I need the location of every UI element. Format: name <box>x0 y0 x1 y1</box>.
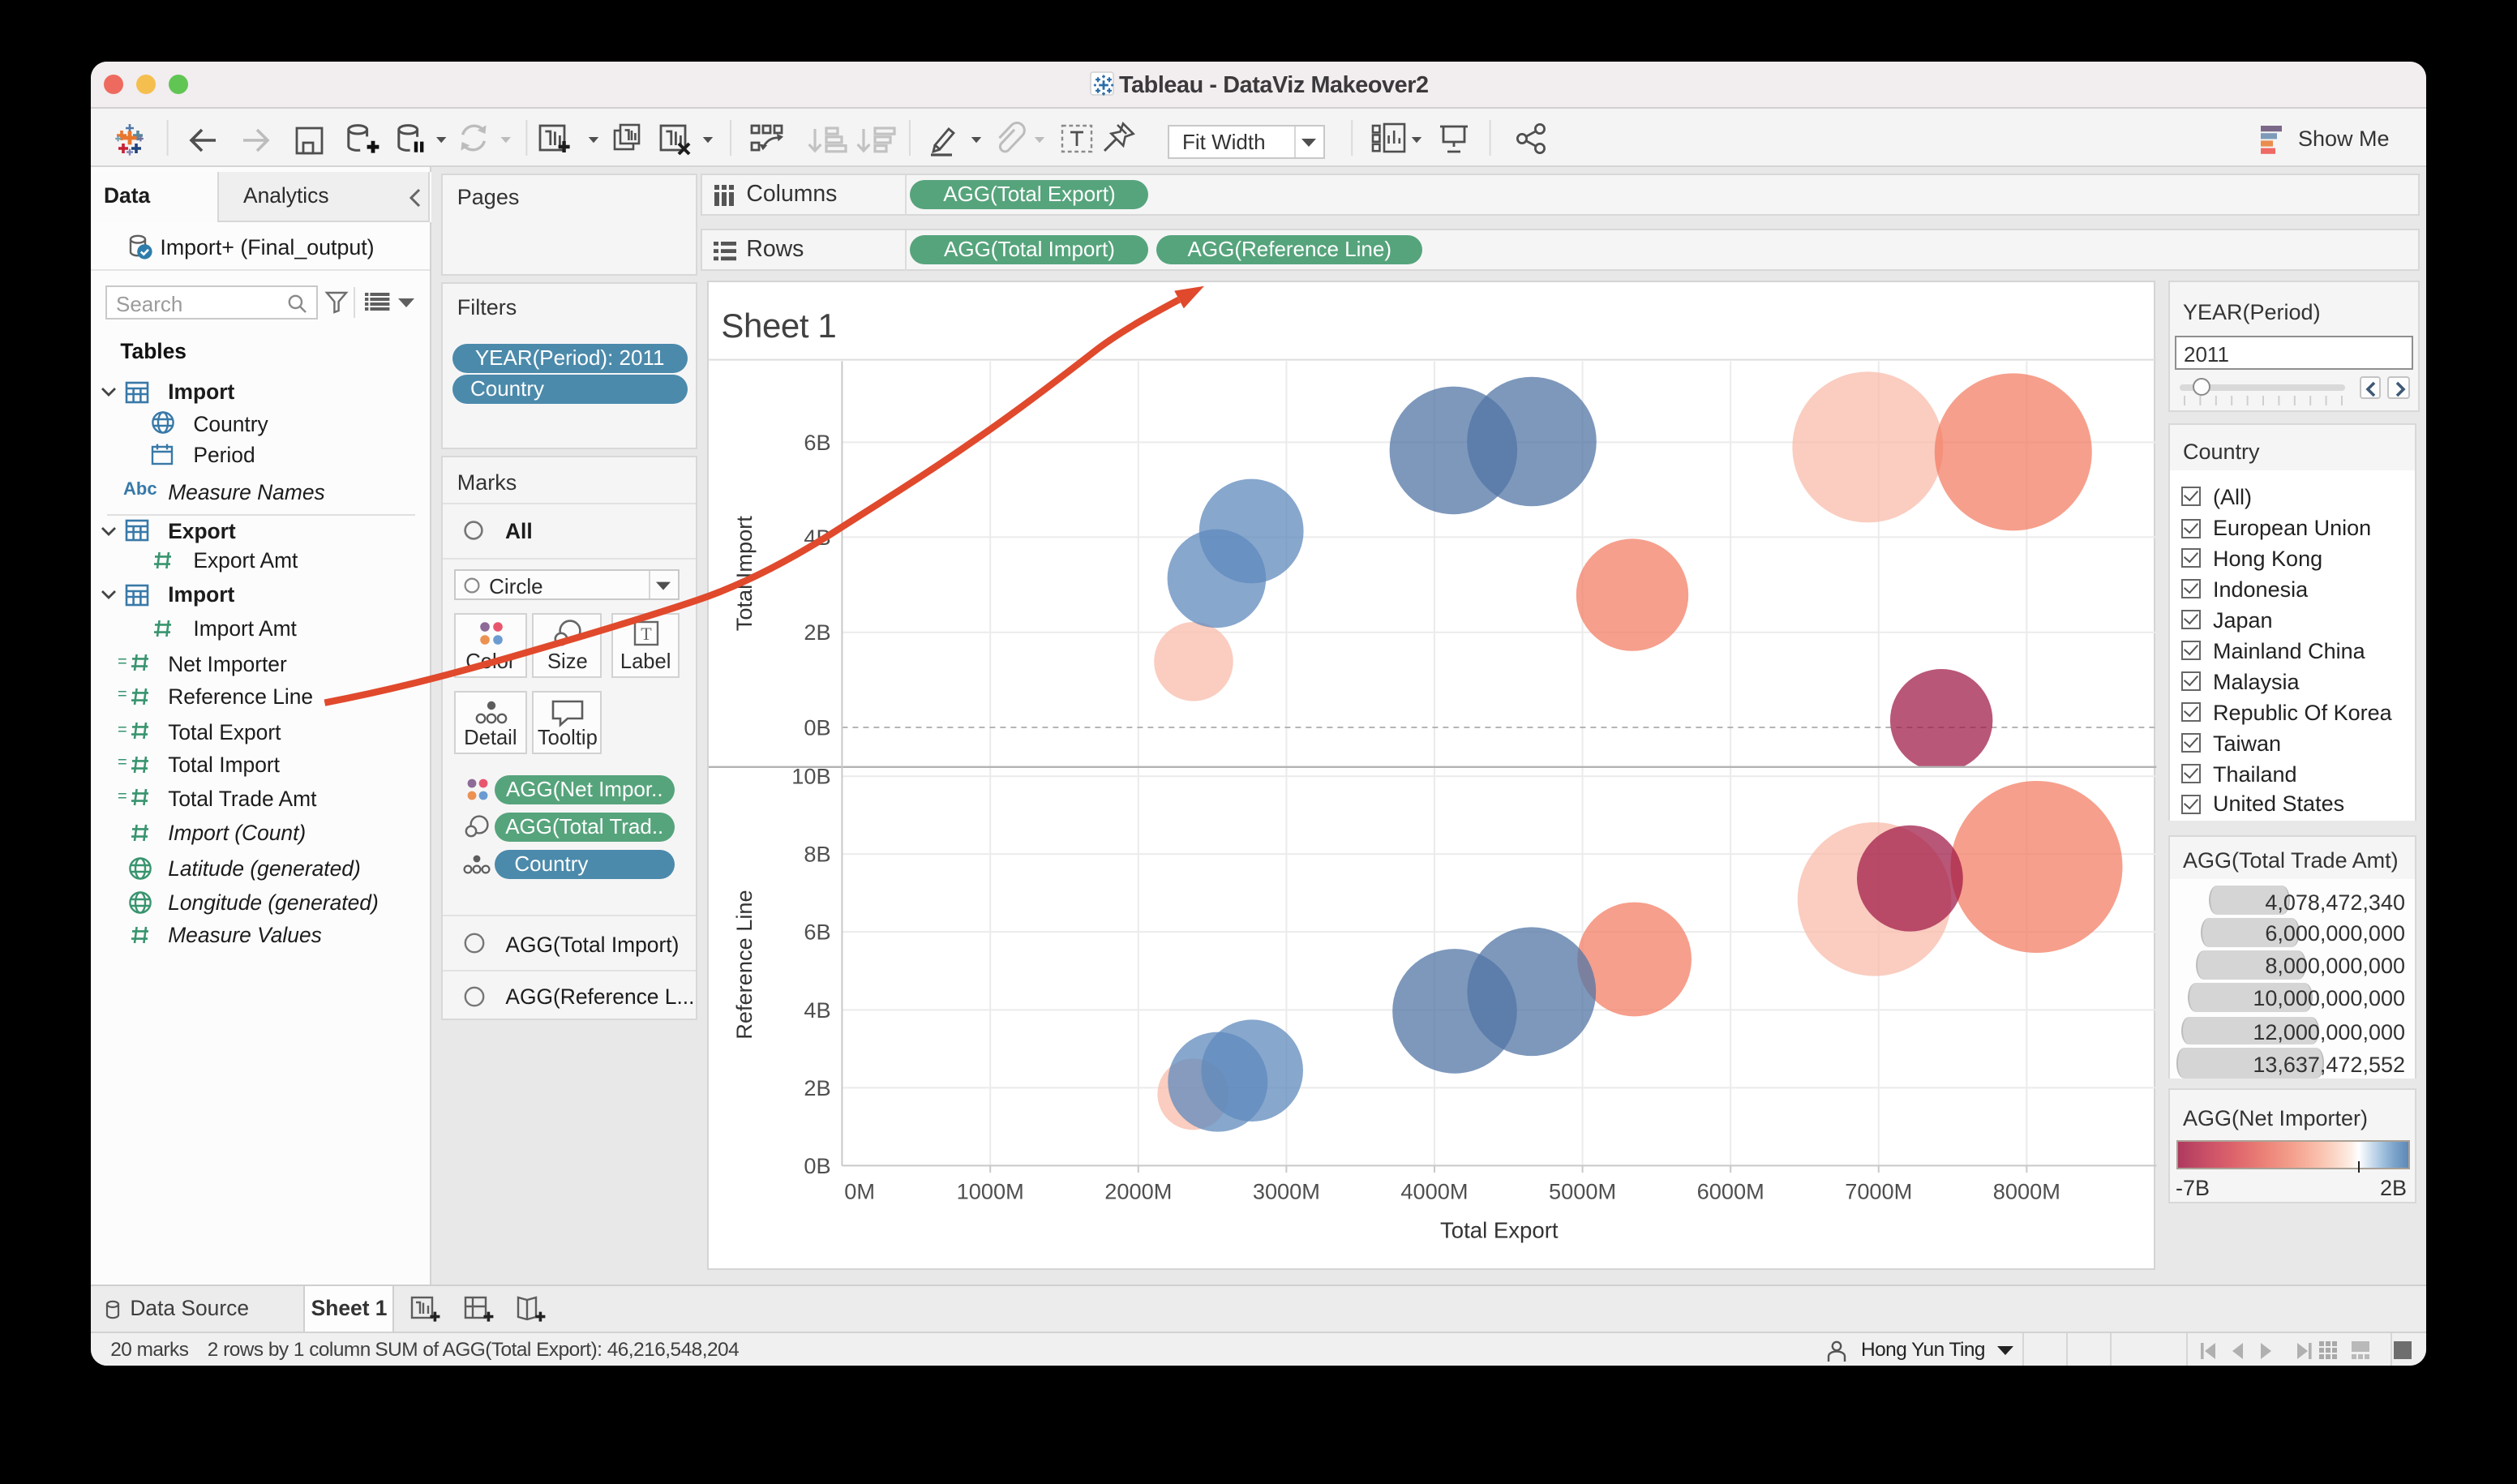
svg-text:Total Import: Total Import <box>732 515 757 630</box>
svg-text:6000M: 6000M <box>1697 1178 1764 1203</box>
svg-text:2B: 2B <box>804 1074 831 1100</box>
svg-text:4B: 4B <box>804 997 831 1022</box>
svg-text:0B: 0B <box>804 1152 831 1177</box>
svg-text:0B: 0B <box>804 714 831 740</box>
svg-text:7000M: 7000M <box>1846 1178 1913 1203</box>
svg-text:6B: 6B <box>804 919 831 944</box>
svg-text:2B: 2B <box>804 620 831 645</box>
svg-text:Show Me: Show Me <box>2298 126 2390 150</box>
svg-text:0M: 0M <box>845 1178 876 1203</box>
svg-text:5000M: 5000M <box>1550 1178 1617 1203</box>
svg-text:T: T <box>641 624 652 645</box>
svg-text:6B: 6B <box>804 429 831 454</box>
svg-text:3000M: 3000M <box>1253 1178 1320 1203</box>
svg-text:8000M: 8000M <box>1993 1178 2060 1203</box>
svg-text:4B: 4B <box>804 524 831 549</box>
svg-text:4000M: 4000M <box>1401 1178 1469 1203</box>
svg-text:8B: 8B <box>804 841 831 866</box>
svg-text:1000M: 1000M <box>957 1178 1024 1203</box>
svg-text:Reference Line: Reference Line <box>732 890 757 1039</box>
svg-text:10B: 10B <box>792 763 831 788</box>
svg-text:Total Export: Total Export <box>1441 1217 1559 1242</box>
svg-text:2000M: 2000M <box>1105 1178 1173 1203</box>
